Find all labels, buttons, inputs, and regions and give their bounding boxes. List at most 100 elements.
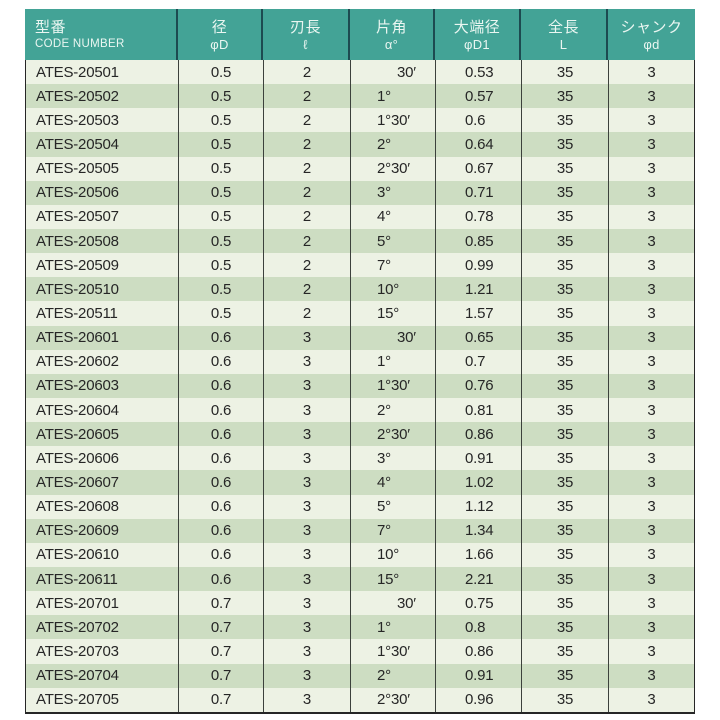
cell-overall-length: 35 [522,687,609,712]
cell-overall-length: 35 [522,397,609,423]
cell-flute-length: 3 [264,518,351,543]
cell-shank: 3 [647,256,656,274]
cell-flute-length: 3 [264,687,351,712]
column-header-overall-length: 全長 L [521,9,608,60]
cell-shank: 3 [647,667,656,685]
cell-overall-length: 35 [522,566,609,592]
cell-code: ATES-20704 [26,663,179,688]
cell-flute-length: 3 [264,446,351,471]
cell-flute-length: 3 [264,591,351,616]
cell-large-end-diameter: 0.86 [436,422,522,447]
table-row: ATES-20610 0.6 3 10° 1.66 35 3 [26,542,694,567]
cell-shank: 3 [647,642,656,660]
table-row: ATES-20606 0.6 3 3° 0.91 35 3 [26,446,694,471]
cell-diameter: 0.5 [179,301,264,326]
cell-overall-length: 35 [522,518,609,543]
cell-overall-length: 35 [522,228,609,254]
cell-flute-length: 2 [264,60,351,85]
cell-code: ATES-20510 [26,277,179,302]
cell-large-end-diameter: 0.8 [436,615,522,640]
cell-diameter: 0.7 [179,663,264,688]
cell-diameter: 0.5 [179,204,264,229]
cell-diameter: 0.6 [179,542,264,567]
cell-shank: 3 [647,594,656,612]
cell-half-angle: 7° [351,518,436,543]
cell-half-angle: 4° [351,204,436,229]
cell-shank: 3 [647,184,656,202]
table-header: 型番 CODE NUMBER 径 φD 刃長 ℓ 片角 α° 大端径 φD1 全… [25,9,695,60]
table-row: ATES-20508 0.5 2 5° 0.85 35 3 [26,228,694,254]
cell-half-angle: 2°30′ [351,156,436,181]
table-row: ATES-20503 0.5 2 1°30′ 0.6 35 3 [26,108,694,133]
cell-large-end-diameter: 0.76 [436,373,522,398]
cell-overall-length: 35 [522,180,609,205]
cell-overall-length: 35 [522,615,609,640]
cell-large-end-diameter: 1.57 [436,301,522,326]
cell-large-end-diameter: 0.57 [436,84,522,109]
table-row: ATES-20505 0.5 2 2°30′ 0.67 35 3 [26,156,694,181]
column-header-jp: 片角 [375,18,407,36]
cell-large-end-diameter: 0.71 [436,180,522,205]
cell-flute-length: 3 [264,494,351,519]
cell-shank: 3 [647,377,656,395]
cell-half-angle: 1°30′ [351,108,436,133]
cell-flute-length: 3 [264,325,351,350]
table-row: ATES-20703 0.7 3 1°30′ 0.86 35 3 [26,639,694,664]
table-row: ATES-20605 0.6 3 2°30′ 0.86 35 3 [26,422,694,447]
column-header-jp: シャンク [620,18,683,36]
cell-code: ATES-20604 [26,397,179,423]
cell-flute-length: 2 [264,228,351,254]
cell-large-end-diameter: 0.78 [436,204,522,229]
cell-half-angle: 30′ [351,60,436,85]
cell-diameter: 0.6 [179,518,264,543]
cell-shank: 3 [647,473,656,491]
cell-flute-length: 3 [264,373,351,398]
cell-diameter: 0.5 [179,156,264,181]
cell-flute-length: 3 [264,639,351,664]
cell-code: ATES-20503 [26,108,179,133]
cell-code: ATES-20705 [26,687,179,712]
cell-code: ATES-20610 [26,542,179,567]
column-header-large-end-diameter: 大端径 φD1 [435,9,521,60]
cell-overall-length: 35 [522,542,609,567]
cell-overall-length: 35 [522,349,609,374]
cell-large-end-diameter: 0.67 [436,156,522,181]
cell-flute-length: 3 [264,422,351,447]
cell-shank: 3 [647,401,656,419]
cell-diameter: 0.5 [179,180,264,205]
cell-code: ATES-20608 [26,494,179,519]
cell-shank: 3 [647,425,656,443]
cell-overall-length: 35 [522,446,609,471]
cell-diameter: 0.5 [179,108,264,133]
cell-shank: 3 [647,135,656,153]
cell-large-end-diameter: 0.53 [436,60,522,85]
cell-diameter: 0.5 [179,277,264,302]
cell-half-angle: 3° [351,180,436,205]
table-row: ATES-20507 0.5 2 4° 0.78 35 3 [26,204,694,229]
cell-large-end-diameter: 0.91 [436,446,522,471]
cell-overall-length: 35 [522,470,609,495]
column-header-sub: L [559,36,568,52]
cell-code: ATES-20607 [26,470,179,495]
cell-code: ATES-20508 [26,228,179,254]
table-row: ATES-20701 0.7 3 30′ 0.75 35 3 [26,591,694,616]
cell-diameter: 0.7 [179,639,264,664]
cell-code: ATES-20703 [26,639,179,664]
cell-flute-length: 2 [264,204,351,229]
cell-overall-length: 35 [522,277,609,302]
cell-shank: 3 [647,111,656,129]
cell-flute-length: 2 [264,108,351,133]
cell-large-end-diameter: 0.91 [436,663,522,688]
cell-flute-length: 3 [264,470,351,495]
cell-half-angle: 5° [351,228,436,254]
table-row: ATES-20702 0.7 3 1° 0.8 35 3 [26,615,694,640]
table-row: ATES-20502 0.5 2 1° 0.57 35 3 [26,84,694,109]
column-header-sub: CODE NUMBER [35,37,125,50]
column-header-jp: 刃長 [289,18,321,36]
cell-diameter: 0.5 [179,132,264,157]
cell-flute-length: 2 [264,180,351,205]
cell-half-angle: 30′ [351,325,436,350]
table-row: ATES-20506 0.5 2 3° 0.71 35 3 [26,180,694,205]
cell-code: ATES-20609 [26,518,179,543]
